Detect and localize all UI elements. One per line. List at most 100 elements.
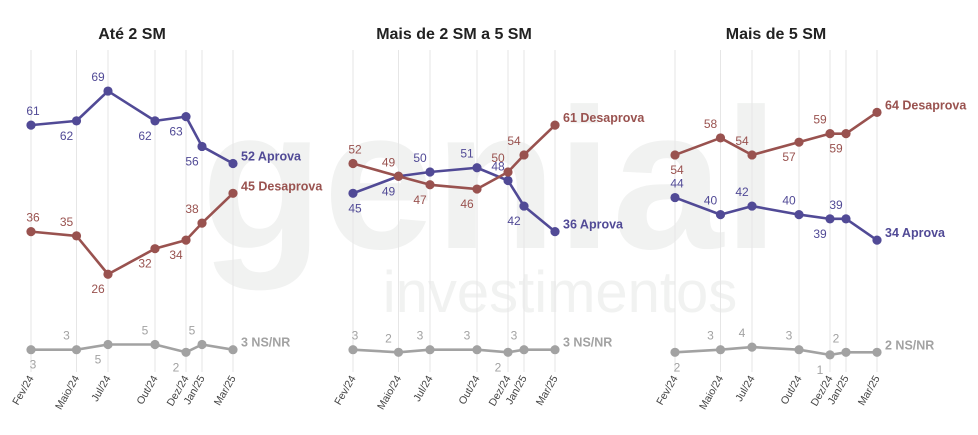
data-label-nsnr: 3	[786, 329, 793, 343]
data-label-desaprova: 26	[91, 282, 105, 296]
data-point-desaprova	[715, 133, 726, 143]
data-point-aprova	[872, 235, 882, 245]
data-label-nsnr: 1	[817, 363, 824, 377]
data-label-nsnr: 3	[352, 329, 359, 343]
data-label-aprova: 56	[185, 154, 199, 168]
data-point-nsnr	[425, 345, 435, 355]
data-point-nsnr	[181, 347, 191, 357]
data-point-desaprova	[825, 129, 835, 139]
data-point-nsnr	[472, 345, 482, 355]
data-label-aprova: 51	[460, 147, 474, 161]
data-point-aprova	[794, 210, 804, 220]
data-label-nsnr: 5	[95, 353, 102, 367]
chart-title: Até 2 SM	[98, 26, 166, 43]
data-label-desaprova: 59	[813, 113, 827, 127]
end-label-desaprova: 64 Desaprova	[885, 98, 967, 112]
data-point-desaprova	[71, 231, 82, 241]
data-label-desaprova: 57	[782, 150, 796, 164]
x-tick-label: Out/24	[456, 373, 482, 406]
data-label-aprova: 39	[813, 227, 827, 241]
data-point-aprova	[197, 141, 207, 152]
data-point-desaprova	[26, 227, 36, 237]
data-point-desaprova	[472, 184, 482, 194]
x-tick-label: Mar/25	[534, 373, 561, 407]
data-label-nsnr: 5	[189, 324, 196, 338]
data-label-desaprova: 38	[185, 202, 199, 216]
x-tick-label: Fev/24	[332, 373, 359, 407]
data-point-desaprova	[670, 150, 680, 160]
data-label-aprova: 61	[26, 104, 40, 118]
data-label-desaprova: 32	[138, 257, 152, 271]
data-point-nsnr	[197, 339, 207, 350]
data-point-desaprova	[794, 137, 804, 147]
end-label-nsnr: 2 NS/NR	[885, 338, 934, 352]
data-point-aprova	[841, 214, 851, 224]
data-point-nsnr	[825, 350, 835, 360]
data-label-nsnr: 2	[833, 331, 840, 345]
data-label-aprova: 50	[413, 151, 427, 165]
data-point-aprova	[519, 201, 529, 211]
data-label-nsnr: 3	[417, 329, 424, 343]
data-label-nsnr: 3	[464, 329, 471, 343]
x-tick-label: Jul/24	[733, 373, 757, 403]
data-label-aprova: 69	[91, 70, 105, 84]
end-label-aprova: 34 Aprova	[885, 226, 946, 240]
data-label-nsnr: 3	[30, 358, 37, 372]
chart-panel-2: Mais de 2 SM a 5 SM Fev/24 Maio/24 Jul/24 Ou…	[332, 26, 645, 412]
data-label-aprova: 49	[382, 184, 396, 198]
data-point-aprova	[670, 192, 680, 203]
data-point-aprova	[26, 120, 36, 130]
data-point-aprova	[425, 167, 435, 177]
data-point-aprova	[550, 227, 560, 237]
data-point-aprova	[825, 214, 835, 224]
data-label-nsnr: 3	[511, 329, 518, 343]
data-label-nsnr: 2	[674, 360, 681, 374]
data-point-nsnr	[228, 345, 238, 355]
data-point-desaprova	[228, 188, 238, 198]
data-label-aprova: 40	[782, 194, 796, 208]
data-label-nsnr: 2	[173, 360, 180, 374]
data-label-aprova: 42	[507, 214, 521, 228]
x-tick-label: Maio/24	[53, 373, 82, 411]
x-tick-label: Mar/25	[856, 373, 883, 407]
data-label-aprova: 39	[829, 198, 843, 212]
data-point-aprova	[228, 158, 238, 169]
data-label-desaprova: 54	[670, 163, 684, 177]
data-label-nsnr: 5	[142, 324, 149, 338]
data-point-aprova	[181, 112, 191, 122]
data-point-nsnr	[503, 347, 513, 357]
data-point-nsnr	[348, 345, 358, 355]
data-point-desaprova	[393, 171, 404, 181]
data-label-aprova: 62	[60, 129, 74, 143]
end-label-aprova: 52 Aprova	[241, 149, 302, 163]
data-label-desaprova: 52	[348, 142, 362, 156]
data-point-desaprova	[103, 269, 113, 279]
x-tick-label: Jul/24	[89, 373, 113, 403]
data-point-desaprova	[348, 158, 358, 169]
data-label-desaprova: 47	[413, 193, 427, 207]
watermark-sub: investimentos	[383, 260, 738, 325]
data-label-nsnr: 3	[707, 329, 714, 343]
data-point-nsnr	[103, 339, 113, 350]
x-tick-label: Maio/24	[375, 373, 404, 411]
x-tick-label: Fev/24	[10, 373, 37, 407]
data-point-desaprova	[550, 120, 560, 130]
data-point-nsnr	[794, 345, 804, 355]
end-label-desaprova: 61 Desaprova	[563, 111, 645, 125]
chart-title: Mais de 5 SM	[726, 26, 826, 43]
data-label-aprova: 48	[491, 160, 505, 174]
data-point-aprova	[71, 116, 82, 126]
data-point-aprova	[150, 116, 160, 126]
data-point-desaprova	[747, 150, 757, 160]
data-point-desaprova	[425, 180, 435, 190]
data-label-desaprova: 58	[704, 117, 718, 131]
data-label-nsnr: 3	[63, 329, 70, 343]
data-label-desaprova: 35	[60, 215, 74, 229]
data-point-nsnr	[841, 347, 851, 357]
end-label-desaprova: 45 Desaprova	[241, 179, 323, 193]
data-point-aprova	[103, 86, 113, 96]
data-label-desaprova: 54	[507, 134, 521, 148]
data-label-aprova: 44	[670, 177, 684, 191]
data-label-aprova: 63	[169, 125, 183, 139]
